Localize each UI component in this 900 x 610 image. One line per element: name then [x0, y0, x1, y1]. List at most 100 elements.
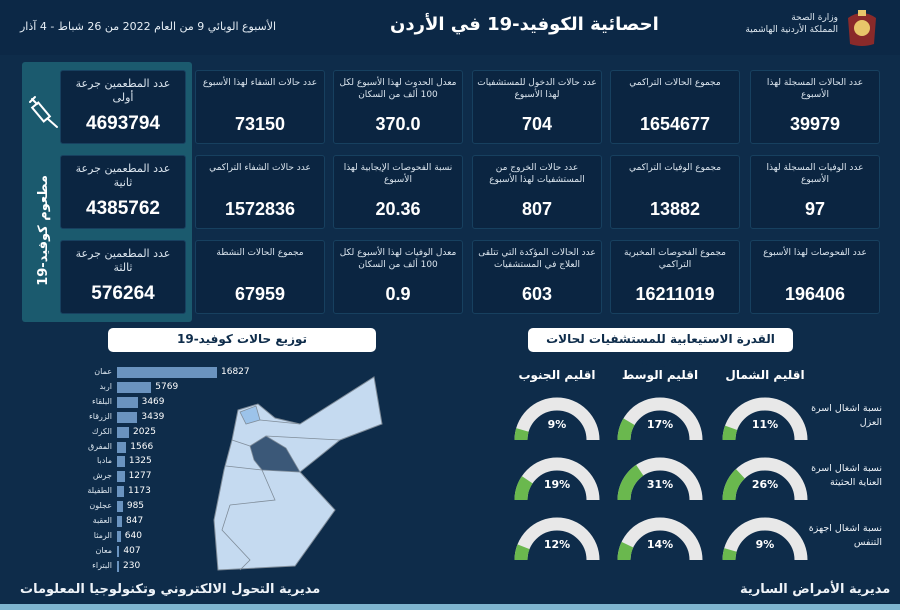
stat-card: عدد حالات الدخول للمستشفيات لهذا الأسبوع…: [472, 70, 602, 144]
stat-label: معدل الحدوث لهذا الأسبوع لكل 100 ألف من …: [339, 78, 457, 100]
gauge-percent: 19%: [543, 478, 571, 491]
bar-value-label: 985: [126, 501, 145, 512]
stat-card: عدد حالات الشفاء التراكمي 1572836: [195, 155, 325, 229]
stat-label: عدد الحالات المؤكدة التي تتلقى العلاج في…: [478, 248, 596, 270]
gauge: [617, 517, 703, 561]
bar-category-label: الزرقاء: [89, 411, 112, 421]
stat-value: 4385762: [86, 198, 160, 219]
bar-value-label: 1566: [130, 441, 154, 452]
bar-value-label: 3469: [141, 396, 165, 407]
bar-category-label: المفرق: [88, 441, 112, 451]
bar-value-label: 3439: [141, 411, 165, 422]
bar: [117, 486, 124, 498]
gauge-percent: 26%: [751, 478, 779, 491]
bar: [117, 471, 125, 483]
gauge-track: [722, 397, 808, 441]
bar-value-label: 16827: [221, 367, 250, 377]
stat-label: عدد الحالات المسجلة لهذا الأسبوع: [766, 78, 864, 100]
header: [0, 0, 900, 55]
bar-category-label: الرمثا: [93, 530, 112, 540]
stat-value: 807: [521, 199, 553, 219]
stat-value: 196406: [784, 284, 846, 304]
bar: [117, 530, 121, 542]
bar-category-label: الكرك: [91, 426, 112, 436]
bar: [117, 367, 217, 378]
gauge: [514, 397, 600, 441]
bar-value-label: 1325: [128, 456, 152, 467]
bar-value-label: 230: [123, 560, 141, 571]
stat-value: 67959: [234, 284, 286, 304]
bar-category-label: معان: [95, 545, 112, 555]
row-label: نسبة اشغال اسرة العزل: [811, 403, 882, 428]
bar: [117, 501, 123, 513]
gauge-percent: 9%: [547, 418, 567, 431]
stat-card: عدد الفحوصات لهذا الأسبوع 196406: [750, 240, 880, 314]
bar-category-label: البتراء: [92, 560, 112, 570]
stat-card: عدد حالات الشفاء لهذا الأسبوع 73150: [195, 70, 325, 144]
gauge-fill: [514, 428, 529, 441]
stat-value: 603: [521, 284, 553, 304]
bar-category-label: عجلون: [89, 501, 112, 511]
vaccination-label-text: مطعوم كوفيد-19: [35, 174, 51, 286]
gauge-percent: 9%: [755, 538, 775, 551]
bar-category-label: البلقاء: [92, 396, 112, 406]
bar-value-label: 640: [124, 530, 142, 541]
stat-card-third-dose: عدد المطعمين جرعة ثالثة 576264: [60, 240, 186, 314]
gauge: [617, 397, 703, 441]
stat-value: 4693794: [86, 113, 160, 134]
gauge-fill: [514, 544, 530, 561]
gauge: [617, 457, 703, 501]
gauge-fill: [617, 418, 635, 441]
stat-label: عدد الوفيات المسجلة لهذا الأسبوع: [766, 163, 864, 185]
stat-card-second-dose: عدد المطعمين جرعة ثانية 4385762: [60, 155, 186, 229]
footer-right: مديرية الأمراض السارية: [740, 582, 891, 597]
gauge-fill: [514, 476, 533, 501]
bar-category-label: الطفيلة: [87, 486, 112, 496]
stat-card: عدد حالات الخروج من المستشفيات لهذا الأس…: [472, 155, 602, 229]
stat-value: 0.9: [385, 284, 411, 304]
bar: [117, 560, 119, 572]
gauge: [722, 397, 808, 441]
distribution-title: توزيع حالات كوفيد-19: [108, 328, 376, 352]
stat-label: عدد المطعمين جرعة ثانية: [75, 162, 171, 189]
ministry-line1: وزارة الصحة: [791, 13, 838, 23]
ministry-line2: المملكة الأردنية الهاشمية: [745, 25, 838, 35]
stat-value: 73150: [234, 114, 286, 134]
stat-label: نسبة الفحوصات الإيجابية لهذا الأسبوع: [343, 163, 453, 185]
week-subtitle: الأسبوع الوبائي 9 من العام 2022 من 26 شب…: [20, 20, 277, 33]
stat-label: مجموع الحالات التراكمي: [629, 78, 721, 88]
region-header: اقليم الجنوب: [518, 368, 596, 382]
bottom-bar: [0, 604, 900, 610]
stat-card: عدد الحالات المؤكدة التي تتلقى العلاج في…: [472, 240, 602, 314]
stat-card: معدل الوفيات لهذا الأسبوع لكل 100 ألف من…: [333, 240, 463, 314]
gauge: [514, 517, 600, 561]
footer-left: مديرية التحول الالكتروني وتكنولوجيا المع…: [20, 582, 321, 597]
map-jordan-outline: [213, 376, 383, 571]
stat-label: عدد الفحوصات لهذا الأسبوع: [763, 248, 867, 258]
coat-of-arms-logo: [848, 10, 876, 46]
gauge-track: [514, 517, 600, 561]
bar: [117, 545, 120, 557]
stat-value: 20.36: [375, 199, 421, 219]
stat-value: 16211019: [635, 284, 715, 304]
stat-card-first-dose: عدد المطعمين جرعة أولى 4693794: [60, 70, 186, 144]
stat-label: عدد المطعمين جرعة ثالثة: [75, 247, 171, 274]
gauge-percent: 11%: [751, 418, 779, 431]
bar-category-label: عمان: [94, 367, 112, 376]
row-label: نسبة اشغال اسرة العناية الحثيثة: [811, 463, 882, 488]
stat-card: نسبة الفحوصات الإيجابية لهذا الأسبوع 20.3…: [333, 155, 463, 229]
bar: [117, 456, 125, 468]
bar-value-label: 1277: [128, 471, 152, 482]
region-header: اقليم الشمال: [725, 368, 805, 382]
bar-category-label: اربد: [99, 381, 112, 391]
jordan-map: [213, 376, 383, 571]
stat-card: مجموع الوفيات التراكمي 13882: [610, 155, 740, 229]
bar-value-label: 1173: [127, 486, 151, 497]
stat-label: عدد حالات الخروج من المستشفيات لهذا الأس…: [489, 163, 585, 185]
stat-card: عدد الوفيات المسجلة لهذا الأسبوع 97: [750, 155, 880, 229]
stat-card: عدد الحالات المسجلة لهذا الأسبوع 39979: [750, 70, 880, 144]
vaccination-panel-label: مطعوم كوفيد-19: [22, 150, 64, 310]
stat-label: عدد حالات الشفاء التراكمي: [209, 163, 311, 173]
stat-card: معدل الحدوث لهذا الأسبوع لكل 100 ألف من …: [333, 70, 463, 144]
stat-label: مجموع الحالات النشطة: [216, 248, 304, 258]
